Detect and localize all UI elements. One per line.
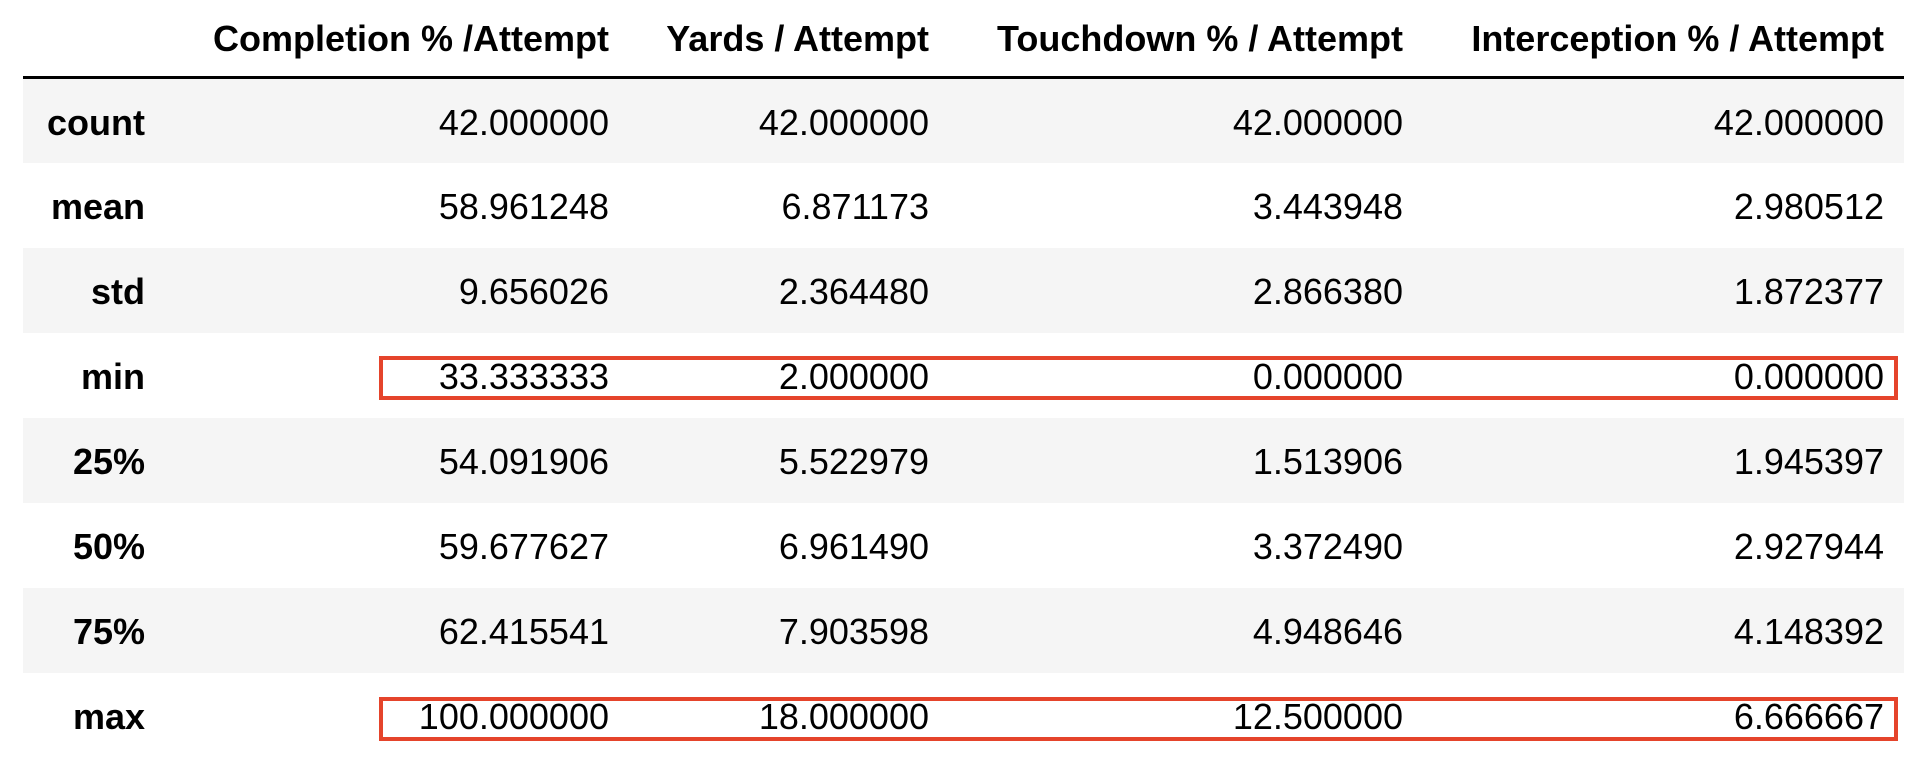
table-cell: 1.513906 [1252,441,1403,482]
table-cell: 5.522979 [778,441,929,482]
table-row-50pct: 50% 59.677627 6.961490 3.372490 2.927944 [23,502,1904,588]
row-label: max [72,696,145,737]
table-cell: 100.000000 [418,696,609,737]
table-cell: 1.945397 [1733,441,1884,482]
table-cell: 2.980512 [1733,186,1884,227]
table-cell: 0.000000 [1733,356,1884,397]
table-cell: 9.656026 [458,271,609,312]
row-label: std [91,271,145,312]
column-header-completion: Completion % /Attempt [165,0,629,79]
table-row-mean: mean 58.961248 6.871173 3.443948 2.98051… [23,162,1904,248]
table-body: count 42.000000 42.000000 42.000000 42.0… [23,77,1904,758]
column-header-interception: Interception % / Attempt [1423,0,1904,79]
table-cell: 3.443948 [1252,186,1403,227]
table-row-75pct: 75% 62.415541 7.903598 4.948646 4.148392 [23,587,1904,673]
table-cell: 42.000000 [758,101,929,143]
table-cell: 58.961248 [438,186,609,227]
table-cell: 2.866380 [1252,271,1403,312]
table-cell: 42.000000 [438,101,609,143]
table-cell: 7.903598 [778,611,929,652]
table-row-count: count 42.000000 42.000000 42.000000 42.0… [23,77,1904,163]
table-cell: 2.000000 [778,356,929,397]
table-cell: 12.500000 [1232,696,1403,737]
describe-stats-table: Completion % /Attempt Yards / Attempt To… [23,0,1904,758]
table-cell: 6.871173 [781,186,929,227]
row-label: 75% [72,611,145,652]
column-header-yards: Yards / Attempt [629,0,949,79]
row-label: 25% [72,441,145,482]
table-cell: 0.000000 [1252,356,1403,397]
table-cell: 3.372490 [1252,526,1403,567]
column-header-touchdown: Touchdown % / Attempt [949,0,1423,79]
table-cell: 59.677627 [438,526,609,567]
index-header [23,0,165,79]
table-cell: 1.872377 [1733,271,1884,312]
table-cell: 6.961490 [778,526,929,567]
row-label: 50% [72,526,145,567]
table-cell: 4.948646 [1252,611,1403,652]
table-cell: 62.415541 [438,611,609,652]
row-label: mean [50,186,145,227]
header-row: Completion % /Attempt Yards / Attempt To… [23,0,1904,79]
row-label: count [47,101,145,143]
table-cell: 2.927944 [1733,526,1884,567]
table-row-min: min 33.333333 2.000000 0.000000 0.000000 [23,332,1904,418]
table-cell: 42.000000 [1232,101,1403,143]
table-row-25pct: 25% 54.091906 5.522979 1.513906 1.945397 [23,417,1904,503]
table-cell: 18.000000 [758,696,929,737]
table-cell: 42.000000 [1713,101,1884,143]
table-cell: 33.333333 [438,356,609,397]
table-cell: 54.091906 [438,441,609,482]
table-header: Completion % /Attempt Yards / Attempt To… [23,0,1904,79]
table-cell: 4.148392 [1733,611,1884,652]
table-row-max: max 100.000000 18.000000 12.500000 6.666… [23,672,1904,758]
table-cell: 2.364480 [778,271,929,312]
table-cell: 6.666667 [1733,696,1884,737]
table-row-std: std 9.656026 2.364480 2.866380 1.872377 [23,247,1904,333]
row-label: min [80,356,145,397]
